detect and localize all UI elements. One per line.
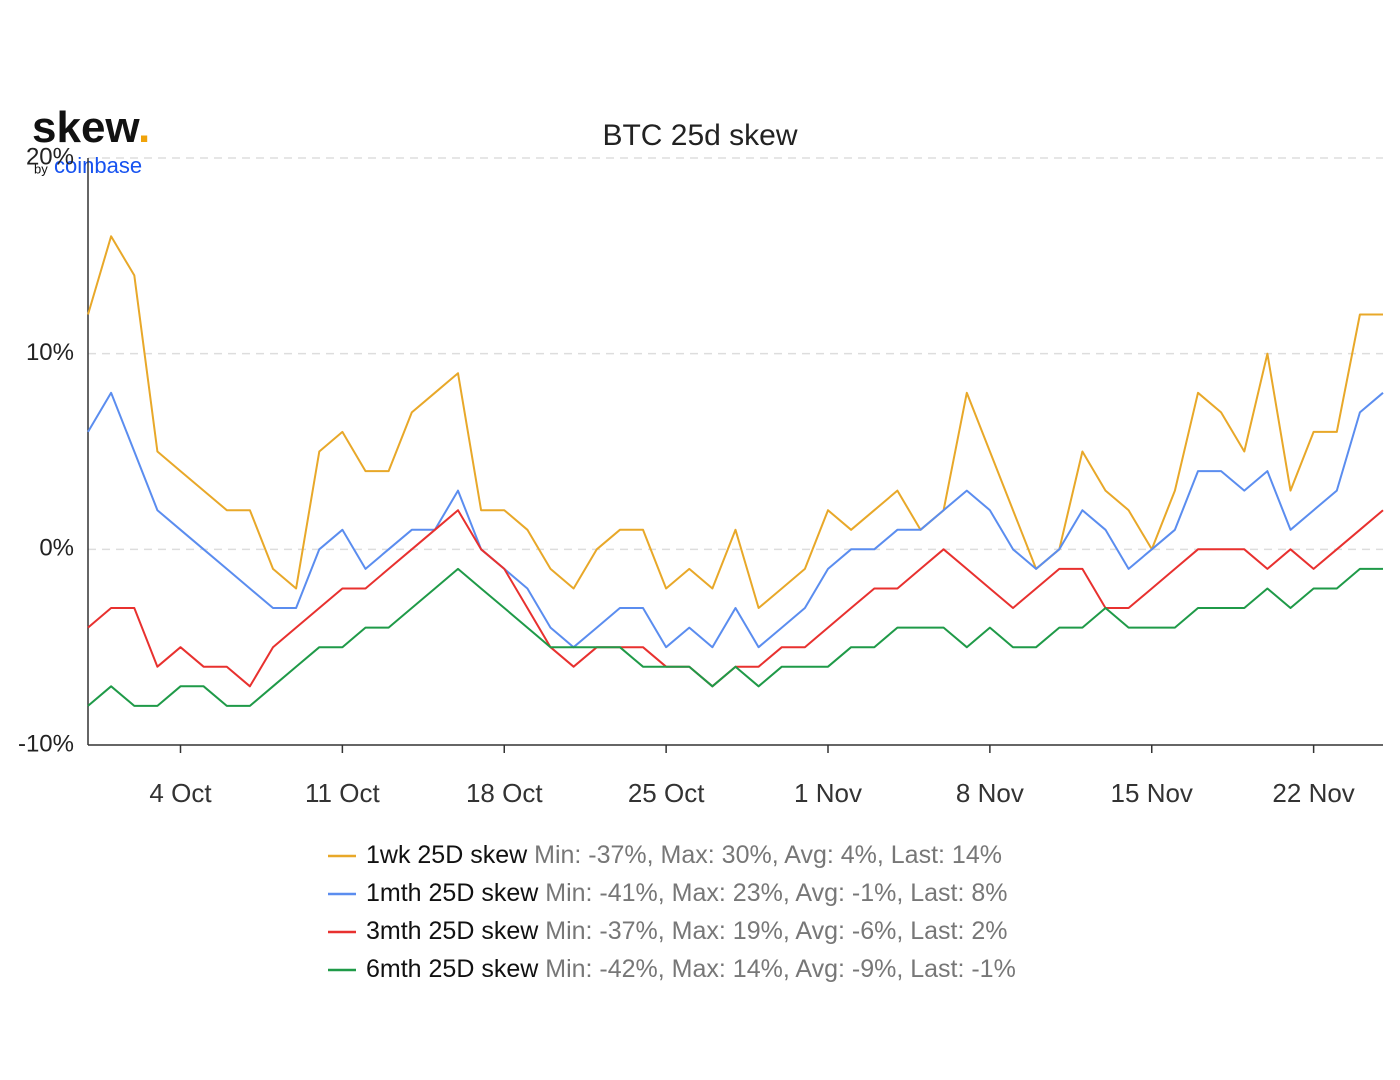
- legend-entry: 1wk 25D skew Min: -37%, Max: 30%, Avg: 4…: [366, 841, 1002, 869]
- legend-entry: 1mth 25D skew Min: -41%, Max: 23%, Avg: …: [366, 879, 1008, 907]
- chart-title: BTC 25d skew: [602, 119, 797, 152]
- legend-name: 6mth 25D skew: [366, 955, 539, 983]
- y-tick-label: 10%: [26, 339, 74, 366]
- x-tick-label: 1 Nov: [794, 778, 862, 808]
- x-tick-label: 25 Oct: [628, 778, 705, 808]
- legend-stats: Min: -41%, Max: 23%, Avg: -1%, Last: 8%: [545, 879, 1007, 907]
- y-tick-label: 0%: [39, 535, 74, 562]
- legend-entry: 6mth 25D skew Min: -42%, Max: 14%, Avg: …: [366, 955, 1016, 983]
- legend-stats: Min: -37%, Max: 19%, Avg: -6%, Last: 2%: [545, 917, 1007, 945]
- y-tick-label: 20%: [26, 143, 74, 170]
- logo-brand: coinbase: [54, 153, 142, 178]
- series-line: [87, 235, 1383, 609]
- legend-stats: Min: -42%, Max: 14%, Avg: -9%, Last: -1%: [545, 955, 1016, 983]
- legend-name: 1mth 25D skew: [366, 879, 539, 907]
- legend-entry: 3mth 25D skew Min: -37%, Max: 19%, Avg: …: [366, 917, 1008, 945]
- logo: skew.: [32, 103, 150, 152]
- logo-text: skew: [32, 103, 140, 152]
- x-tick-label: 8 Nov: [956, 778, 1024, 808]
- logo-by: by: [34, 161, 48, 176]
- x-tick-label: 15 Nov: [1111, 778, 1193, 808]
- y-tick-label: -10%: [18, 730, 74, 757]
- x-tick-label: 18 Oct: [466, 778, 543, 808]
- series-line: [87, 567, 1383, 707]
- logo-dot: .: [138, 103, 150, 152]
- legend-name: 3mth 25D skew: [366, 917, 539, 945]
- legend-stats: Min: -37%, Max: 30%, Avg: 4%, Last: 14%: [534, 841, 1002, 869]
- legend-name: 1wk 25D skew: [366, 841, 528, 869]
- x-tick-label: 11 Oct: [305, 778, 380, 808]
- x-tick-label: 22 Nov: [1272, 778, 1354, 808]
- series-line: [87, 391, 1384, 649]
- x-tick-label: 4 Oct: [149, 778, 212, 808]
